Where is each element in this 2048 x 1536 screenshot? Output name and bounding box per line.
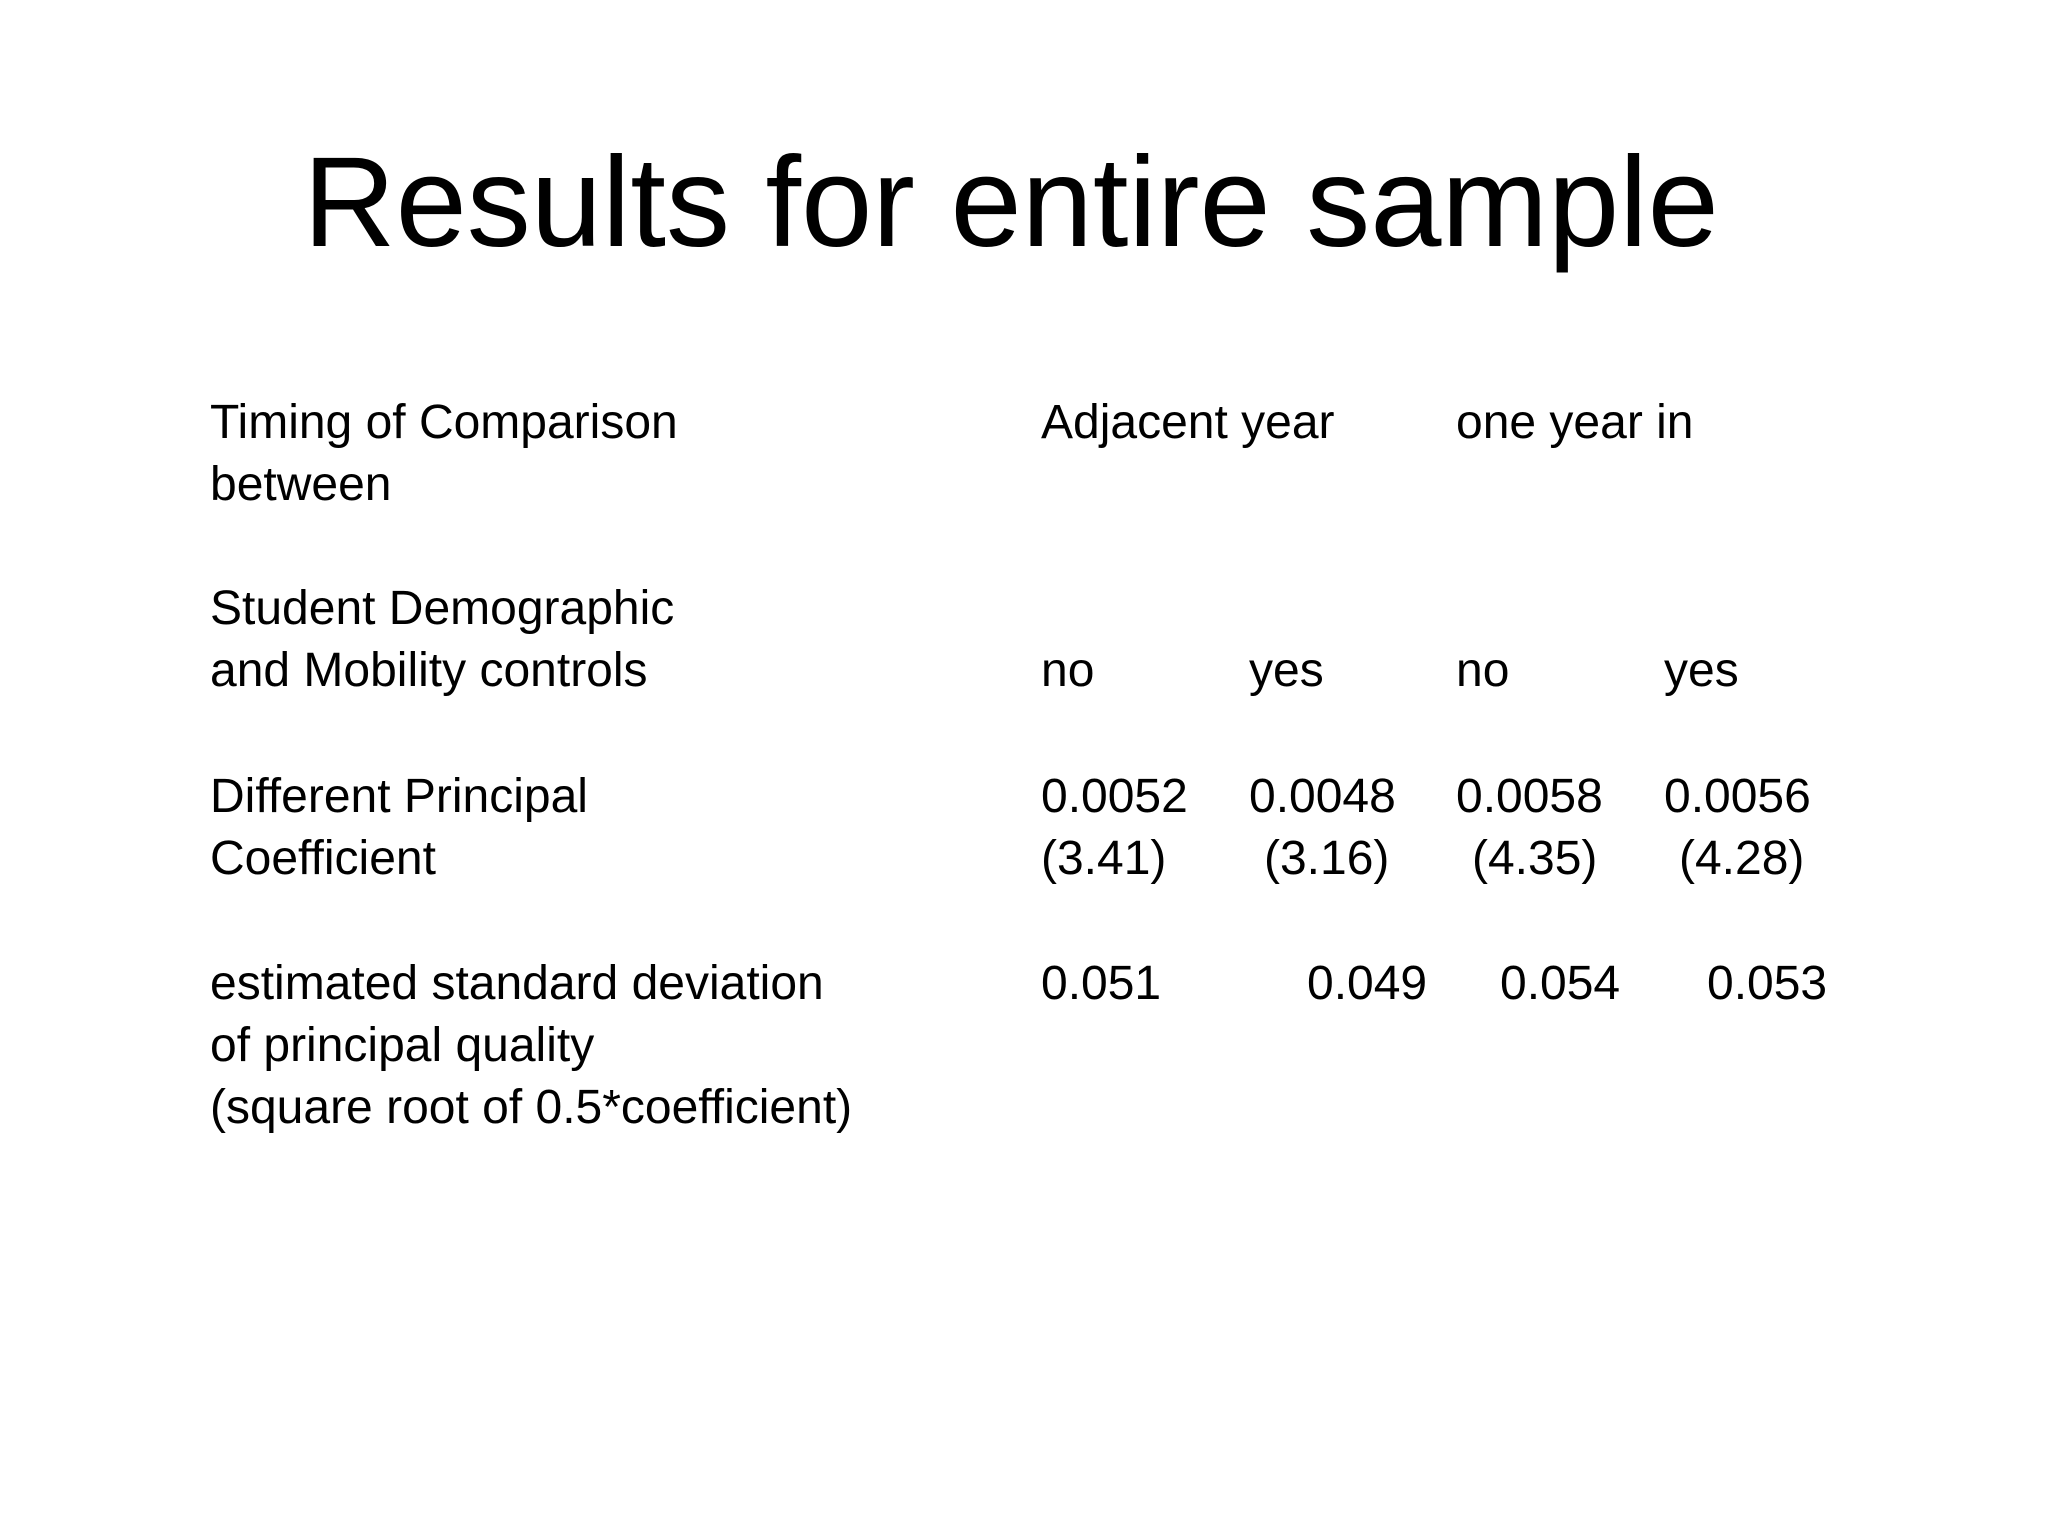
header-one-year-in: one year in	[1456, 396, 1694, 449]
controls-value-col-3: no	[1456, 644, 1510, 697]
tstat-col-2: (3.16)	[1264, 832, 1390, 885]
coefficient-value-col-3: 0.0058	[1456, 770, 1603, 823]
controls-value-col-1: no	[1041, 644, 1095, 697]
tstat-col-3: (4.35)	[1472, 832, 1598, 885]
controls-label-line-2: and Mobility controls	[210, 644, 648, 697]
stddev-label-line-1: estimated standard deviation	[210, 957, 824, 1010]
coefficient-label-line-2: Coefficient	[210, 832, 436, 885]
stddev-value-col-4: 0.053	[1707, 957, 1828, 1010]
timing-label-line-1: Timing of Comparison	[210, 396, 678, 449]
coefficient-value-col-2: 0.0048	[1249, 770, 1396, 823]
stddev-label-line-3: (square root of 0.5*coefficient)	[210, 1081, 853, 1134]
stddev-value-col-1: 0.051	[1041, 957, 1162, 1010]
stddev-value-col-3: 0.054	[1500, 957, 1621, 1010]
timing-label-line-2: between	[210, 458, 392, 511]
stddev-value-col-2: 0.049	[1307, 957, 1428, 1010]
coefficient-label-line-1: Different Principal	[210, 770, 588, 823]
tstat-col-4: (4.28)	[1679, 832, 1805, 885]
controls-label-line-1: Student Demographic	[210, 582, 675, 635]
slide-title: Results for entire sample	[303, 131, 1719, 274]
coefficient-value-col-4: 0.0056	[1664, 770, 1811, 823]
controls-value-col-2: yes	[1249, 644, 1324, 697]
coefficient-value-col-1: 0.0052	[1041, 770, 1188, 823]
controls-value-col-4: yes	[1664, 644, 1739, 697]
header-adjacent-year: Adjacent year	[1041, 396, 1335, 449]
tstat-col-1: (3.41)	[1041, 832, 1167, 885]
stddev-label-line-2: of principal quality	[210, 1019, 595, 1072]
